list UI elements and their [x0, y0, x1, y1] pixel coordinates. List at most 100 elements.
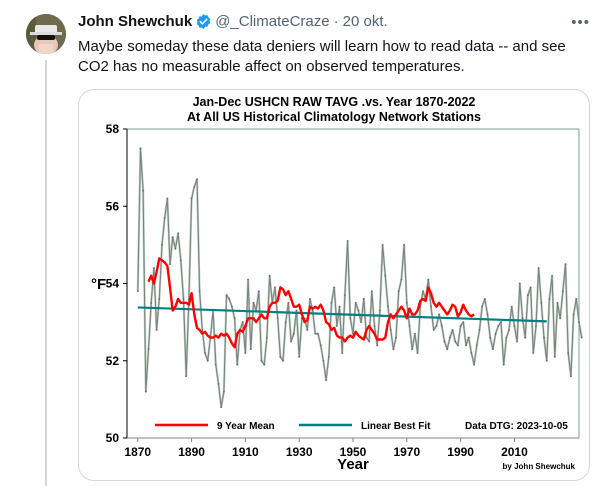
data-point: [561, 290, 564, 293]
data-point: [575, 298, 578, 300]
data-point: [177, 232, 180, 235]
data-point: [153, 267, 155, 269]
data-point: [169, 263, 171, 266]
data-point: [422, 290, 424, 293]
data-point: [311, 309, 314, 312]
data-point: [518, 282, 521, 285]
data-point: [486, 313, 489, 316]
data-point: [387, 305, 389, 308]
data-point: [532, 352, 535, 354]
data-point: [319, 344, 322, 347]
data-point: [500, 321, 502, 324]
data-point: [543, 336, 545, 339]
data-point: [553, 355, 556, 358]
data-point: [298, 355, 301, 358]
chart-title: Jan-Dec USHCN RAW TAVG .vs. Year 1870-20…: [193, 95, 476, 109]
data-point: [139, 147, 142, 150]
chart-subtitle: At All US Historical Climatology Network…: [187, 110, 481, 124]
author-handle[interactable]: @_ClimateCraze: [215, 13, 330, 30]
data-point: [279, 355, 282, 358]
data-point: [174, 247, 177, 250]
chart: Jan-Dec USHCN RAW TAVG .vs. Year 1870-20…: [91, 95, 583, 473]
data-point: [381, 243, 384, 246]
data-point: [411, 348, 414, 351]
data-point: [540, 301, 543, 304]
series-linear-fit: [137, 306, 547, 323]
x-tick-label: 1890: [178, 445, 205, 459]
x-tick-label: 1970: [393, 445, 420, 459]
data-point: [198, 290, 201, 293]
x-tick-label: 1950: [340, 445, 367, 459]
x-tick-label: 1930: [286, 445, 313, 459]
data-point: [432, 328, 435, 331]
verified-badge-icon: [195, 13, 212, 30]
data-point: [346, 240, 349, 242]
data-point: [249, 348, 252, 351]
data-point: [309, 298, 311, 300]
data-point: [179, 259, 182, 262]
data-point: [201, 328, 204, 331]
data-point: [580, 336, 583, 339]
data-point: [287, 301, 290, 304]
data-point: [513, 325, 516, 327]
data-point: [403, 243, 406, 246]
y-tick-label: 52: [106, 354, 120, 368]
thread-line: [45, 60, 47, 486]
more-icon[interactable]: •••: [571, 14, 590, 31]
data-point: [260, 359, 263, 362]
data-point: [529, 286, 532, 289]
data-point: [524, 336, 527, 339]
data-point: [570, 375, 572, 378]
media-card[interactable]: Jan-Dec USHCN RAW TAVG .vs. Year 1870-20…: [78, 89, 590, 481]
tweet-date[interactable]: 20 okt.: [342, 13, 388, 30]
x-tick-label: 2010: [501, 445, 528, 459]
data-point: [282, 359, 284, 362]
data-point: [475, 344, 478, 347]
data-point: [136, 290, 139, 293]
avatar[interactable]: [26, 14, 66, 54]
x-ticks: 1870 1890 1910 1930 1950 1970 1990 2010: [124, 438, 528, 459]
data-point: [142, 189, 145, 192]
data-point: [150, 301, 153, 304]
data-point: [392, 348, 395, 351]
y-ticks: 50 52 54 56 58: [106, 122, 127, 445]
data-point: [545, 359, 548, 362]
legend-label-fit: Linear Best Fit: [361, 421, 431, 432]
data-point: [478, 328, 481, 331]
chart-credit: by John Shewchuk: [503, 462, 576, 471]
series-annual-line: [137, 147, 583, 408]
data-point: [155, 328, 158, 331]
data-point: [204, 352, 206, 354]
data-point: [440, 325, 443, 327]
data-point: [166, 197, 169, 200]
data-point: [446, 348, 449, 351]
data-point: [365, 336, 368, 339]
data-point: [274, 286, 276, 289]
data-point: [349, 317, 352, 320]
plot-frame: [126, 128, 580, 439]
data-point: [344, 294, 346, 296]
data-point: [454, 340, 457, 343]
data-point: [182, 298, 185, 300]
data-point: [376, 344, 379, 347]
data-point: [236, 363, 239, 366]
data-point: [405, 301, 408, 304]
data-point: [220, 406, 223, 408]
data-point: [508, 328, 510, 331]
author-name[interactable]: John Shewchuk: [78, 13, 193, 30]
data-point: [505, 336, 508, 339]
data-point: [462, 321, 465, 324]
data-point: [435, 325, 438, 327]
data-point: [510, 305, 513, 308]
data-point: [341, 352, 344, 354]
data-point: [193, 186, 196, 188]
data-point: [459, 325, 462, 327]
data-point: [327, 355, 330, 358]
data-point: [330, 301, 333, 304]
data-point: [572, 313, 575, 316]
data-point: [333, 286, 336, 289]
data-point: [467, 336, 470, 339]
data-point: [408, 325, 411, 327]
data-point: [338, 305, 341, 308]
data-point: [206, 359, 209, 362]
